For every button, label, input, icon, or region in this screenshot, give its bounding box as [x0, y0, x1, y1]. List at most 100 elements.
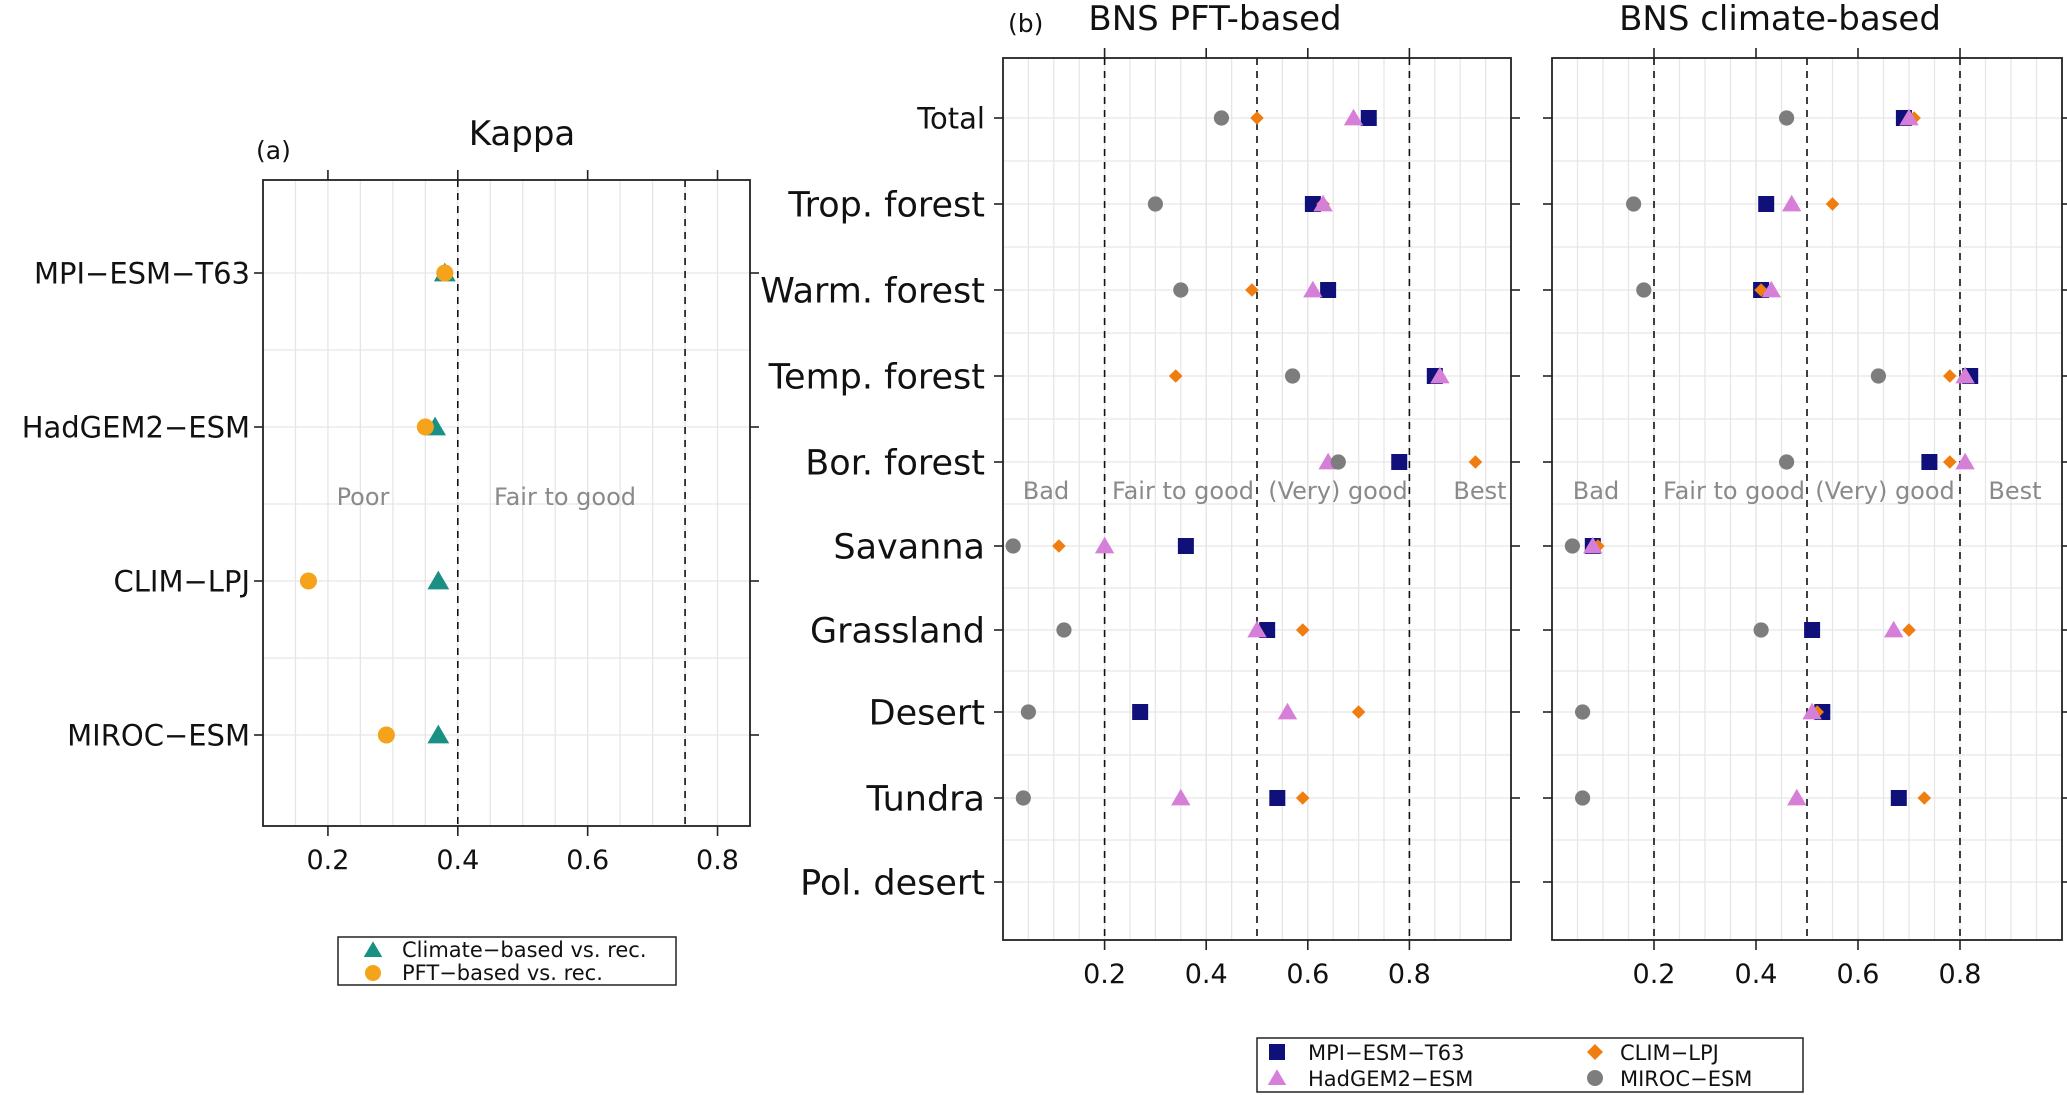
- data-point: [1295, 791, 1310, 805]
- region-label: Fair to good: [1112, 477, 1254, 505]
- data-point: [1758, 196, 1775, 212]
- data-point: [1955, 366, 1975, 384]
- legend-a: Climate−based vs. rec.PFT−based vs. rec.: [337, 936, 677, 986]
- data-point: [1825, 197, 1840, 211]
- panel-a: 0.2 0.4 0.6 0.8 MPI−ESM−T63 HadGEM2−ESM CLIM−L…: [22, 114, 759, 876]
- legend-marker: [1587, 1070, 1603, 1086]
- legend-frame: [337, 936, 677, 986]
- data-point: [1890, 790, 1907, 806]
- legend-label: CLIM−LPJ: [1620, 1041, 1719, 1065]
- x-tick-label: 0.2: [306, 845, 349, 876]
- data-point: [1330, 454, 1346, 470]
- data-point: [1056, 622, 1072, 638]
- data-point: [1583, 536, 1603, 554]
- legend-label: MPI−ESM−T63: [1308, 1041, 1464, 1065]
- data-point: [1430, 366, 1450, 384]
- data-point: [299, 572, 318, 590]
- data-point: [1564, 538, 1580, 554]
- data-point: [1351, 705, 1366, 719]
- data-point: [1360, 110, 1377, 126]
- region-label: Bad: [1573, 477, 1619, 505]
- data-point: [1787, 788, 1807, 806]
- category-label: Temp. forest: [768, 358, 985, 398]
- data-point: [1902, 623, 1916, 637]
- region-label: Best: [1988, 477, 2041, 505]
- legend-frame: [1256, 1037, 1804, 1093]
- category-label: CLIM−LPJ: [114, 564, 250, 598]
- legend-label: Climate−based vs. rec.: [402, 938, 647, 962]
- data-point: [1781, 194, 1802, 212]
- data-point: [1343, 108, 1364, 126]
- region-label: Poor: [337, 483, 390, 511]
- legend-label: HadGEM2−ESM: [1308, 1067, 1473, 1091]
- data-point: [1391, 454, 1408, 470]
- data-point: [1761, 280, 1782, 298]
- category-label: Grassland: [810, 612, 985, 652]
- data-point: [1943, 369, 1957, 383]
- data-point: [427, 724, 450, 744]
- data-point: [1320, 282, 1337, 298]
- data-point: [1943, 455, 1957, 469]
- data-point: [1250, 111, 1264, 125]
- region-label: (Very) good: [1268, 477, 1408, 505]
- data-point: [1899, 108, 1919, 126]
- x-tick-label: 0.6: [566, 845, 609, 876]
- data-point: [1779, 110, 1795, 126]
- panel-title: Kappa: [469, 114, 576, 154]
- plot-frame: [1002, 57, 1512, 941]
- legend-marker: [1587, 1044, 1603, 1060]
- category-label: Desert: [869, 694, 985, 734]
- data-point: [1636, 282, 1652, 298]
- x-tick-label: 0.4: [1735, 959, 1778, 990]
- data-point: [1303, 280, 1323, 298]
- data-point: [1295, 623, 1310, 637]
- data-point: [1247, 620, 1267, 638]
- data-point: [416, 418, 434, 436]
- x-tick-label: 0.2: [1083, 959, 1126, 990]
- category-label: MIROC−ESM: [67, 718, 250, 752]
- data-point: [1575, 790, 1591, 806]
- data-point: [1005, 538, 1021, 554]
- panel-title: BNS climate-based: [1619, 0, 1941, 39]
- data-point: [1955, 452, 1975, 470]
- category-label: Tundra: [866, 780, 985, 820]
- data-point: [1883, 620, 1904, 638]
- panel-b2: 0.2 0.4 0.6 0.8 Bad Fair to good (Very) good Be…: [1543, 0, 2067, 990]
- category-label: Bor. forest: [805, 444, 985, 484]
- data-point: [1779, 454, 1795, 470]
- panel-b: 0.2 0.4 0.6 0.8 Total Trop. forest Warm. fores…: [760, 0, 1520, 990]
- category-label: Pol. desert: [800, 864, 985, 904]
- data-point: [1171, 788, 1191, 806]
- plot-frame: [1551, 57, 2063, 941]
- data-point: [427, 570, 450, 590]
- data-point: [436, 264, 454, 282]
- panel-label: (a): [256, 136, 291, 165]
- legend-marker: [1267, 1069, 1287, 1086]
- data-point: [1277, 702, 1298, 720]
- data-point: [1168, 369, 1183, 383]
- data-point: [1802, 702, 1822, 720]
- x-tick-label: 0.8: [1388, 959, 1431, 990]
- x-tick-label: 0.6: [1286, 959, 1329, 990]
- category-label: Total: [916, 101, 985, 135]
- panel-title: BNS PFT-based: [1088, 0, 1341, 39]
- x-tick-label: 0.2: [1633, 959, 1676, 990]
- x-tick-label: 0.8: [1939, 959, 1982, 990]
- category-label: Savanna: [833, 528, 985, 568]
- legend-marker: [365, 965, 381, 981]
- data-point: [1626, 196, 1642, 212]
- legend-marker: [363, 941, 383, 958]
- data-point: [377, 726, 395, 744]
- panel-label: (b): [1008, 9, 1043, 38]
- category-label: Trop. forest: [787, 186, 985, 226]
- legend-b: MPI−ESM−T63 CLIM−LPJ HadGEM2−ESM MIROC−ESM: [1256, 1037, 1804, 1093]
- data-point: [1804, 622, 1821, 638]
- category-label: HadGEM2−ESM: [22, 410, 250, 444]
- data-point: [1020, 704, 1036, 720]
- data-point: [1921, 454, 1938, 470]
- data-point: [1917, 791, 1932, 805]
- legend-label: MIROC−ESM: [1620, 1067, 1752, 1091]
- data-point: [1575, 704, 1591, 720]
- category-label: MPI−ESM−T63: [34, 256, 250, 290]
